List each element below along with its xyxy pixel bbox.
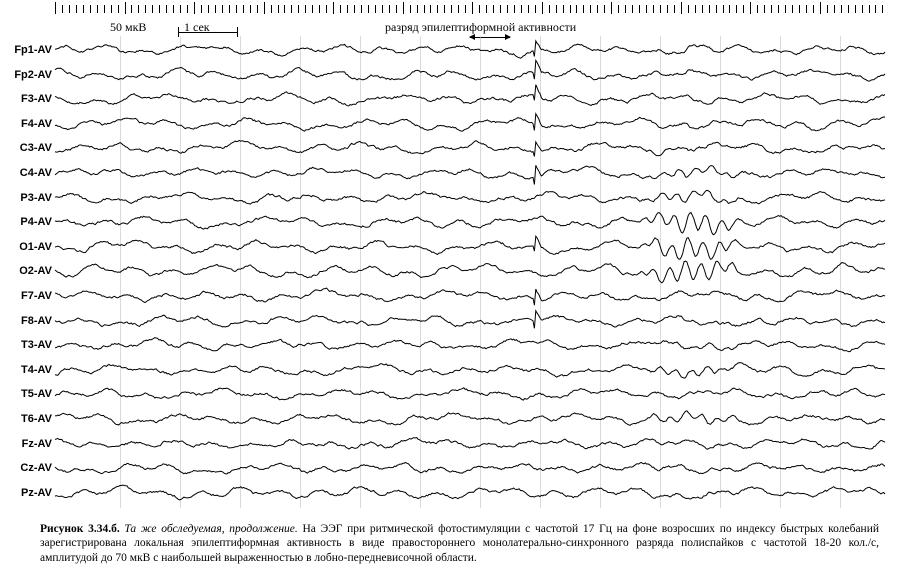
channel-label: F3-AV bbox=[4, 93, 52, 105]
channel-label: T6-AV bbox=[4, 413, 52, 425]
discharge-annotation-label: разряд эпилептиформной активности bbox=[385, 20, 576, 35]
eeg-figure: 50 мкВ 1 сек разряд эпилептиформной акти… bbox=[0, 0, 897, 578]
channel-label: T4-AV bbox=[4, 364, 52, 376]
time-tick-strip bbox=[55, 2, 885, 16]
figure-subtitle: Та же обследуемая, продолжение. bbox=[124, 523, 297, 535]
time-scale-bar bbox=[178, 32, 238, 33]
amplitude-scale-label: 50 мкВ bbox=[110, 20, 146, 35]
eeg-trace bbox=[55, 478, 885, 508]
channel-label: F8-AV bbox=[4, 315, 52, 327]
channel-label: P3-AV bbox=[4, 192, 52, 204]
channel-label: O2-AV bbox=[4, 265, 52, 277]
channel-label: O1-AV bbox=[4, 241, 52, 253]
channel-label: T5-AV bbox=[4, 388, 52, 400]
channel-label: C3-AV bbox=[4, 142, 52, 154]
channel-label: Cz-AV bbox=[4, 462, 52, 474]
channel-label: F4-AV bbox=[4, 118, 52, 130]
channel-label: Fz-AV bbox=[4, 438, 52, 450]
figure-number: Рисунок 3.34.б. bbox=[40, 523, 120, 535]
channel-label: P4-AV bbox=[4, 216, 52, 228]
figure-caption: Рисунок 3.34.б. Та же обследуемая, продо… bbox=[40, 522, 879, 565]
channel-label: Pz-AV bbox=[4, 487, 52, 499]
channel-label: T3-AV bbox=[4, 339, 52, 351]
channel-label: C4-AV bbox=[4, 167, 52, 179]
channel-label: Fp1-AV bbox=[4, 44, 52, 56]
channel-label: Fp2-AV bbox=[4, 69, 52, 81]
channel-label: F7-AV bbox=[4, 290, 52, 302]
